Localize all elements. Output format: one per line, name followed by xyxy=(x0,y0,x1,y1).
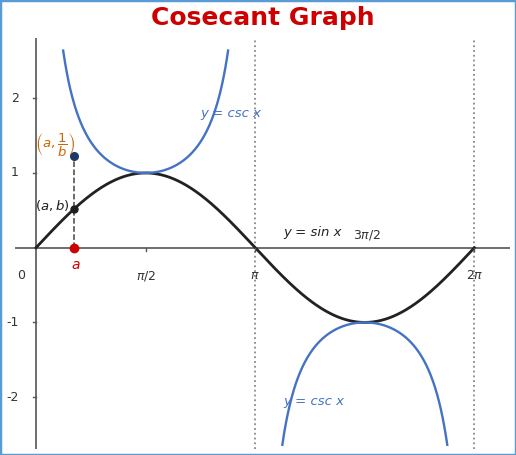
Text: $2\pi$: $2\pi$ xyxy=(465,268,483,282)
Text: $\pi/2$: $\pi/2$ xyxy=(136,268,155,283)
Text: 1: 1 xyxy=(11,167,19,179)
Text: $\pi$: $\pi$ xyxy=(250,268,260,282)
Text: $\left(a,\dfrac{1}{b}\right)$: $\left(a,\dfrac{1}{b}\right)$ xyxy=(36,131,75,159)
Text: $3\pi/2$: $3\pi/2$ xyxy=(353,228,381,242)
Text: -1: -1 xyxy=(6,316,19,329)
Text: $a$: $a$ xyxy=(71,258,80,272)
Text: 2: 2 xyxy=(11,92,19,105)
Text: $(a, b)$: $(a, b)$ xyxy=(36,197,70,212)
Text: y = csc x: y = csc x xyxy=(200,107,261,120)
Text: -2: -2 xyxy=(6,391,19,404)
Text: y = csc x: y = csc x xyxy=(284,394,345,408)
Text: y = sin x: y = sin x xyxy=(284,227,342,239)
Title: Cosecant Graph: Cosecant Graph xyxy=(151,5,375,30)
Text: 0: 0 xyxy=(17,268,25,282)
